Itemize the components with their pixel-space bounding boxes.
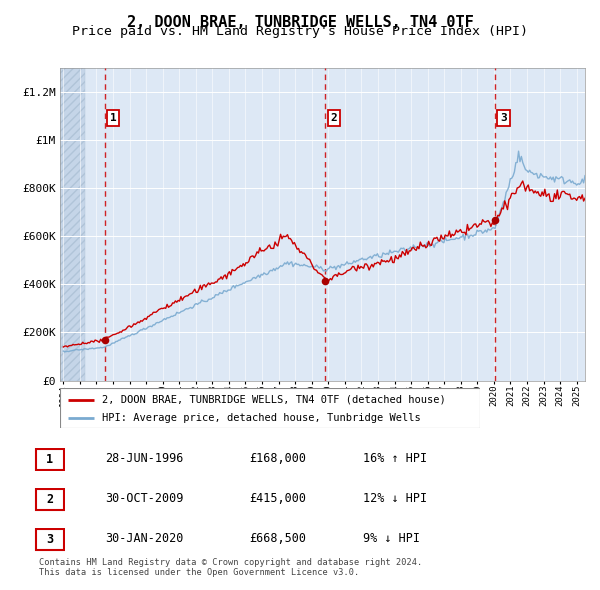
Text: 2, DOON BRAE, TUNBRIDGE WELLS, TN4 0TF (detached house): 2, DOON BRAE, TUNBRIDGE WELLS, TN4 0TF (… <box>102 395 446 405</box>
Text: 3: 3 <box>46 533 53 546</box>
Text: 2, DOON BRAE, TUNBRIDGE WELLS, TN4 0TF: 2, DOON BRAE, TUNBRIDGE WELLS, TN4 0TF <box>127 15 473 30</box>
Text: Contains HM Land Registry data © Crown copyright and database right 2024.
This d: Contains HM Land Registry data © Crown c… <box>39 558 422 577</box>
Text: £168,000: £168,000 <box>249 452 306 465</box>
Bar <box>60 68 85 381</box>
Text: 2: 2 <box>46 493 53 506</box>
Text: 1: 1 <box>110 113 116 123</box>
Text: 2: 2 <box>331 113 337 123</box>
Text: 30-JAN-2020: 30-JAN-2020 <box>105 532 184 545</box>
Text: 9% ↓ HPI: 9% ↓ HPI <box>363 532 420 545</box>
Text: 3: 3 <box>500 113 507 123</box>
Text: 28-JUN-1996: 28-JUN-1996 <box>105 452 184 465</box>
Text: 16% ↑ HPI: 16% ↑ HPI <box>363 452 427 465</box>
Text: £415,000: £415,000 <box>249 492 306 505</box>
Text: Price paid vs. HM Land Registry's House Price Index (HPI): Price paid vs. HM Land Registry's House … <box>72 25 528 38</box>
Text: 12% ↓ HPI: 12% ↓ HPI <box>363 492 427 505</box>
Text: 1: 1 <box>46 453 53 466</box>
Text: HPI: Average price, detached house, Tunbridge Wells: HPI: Average price, detached house, Tunb… <box>102 413 421 422</box>
Text: £668,500: £668,500 <box>249 532 306 545</box>
Text: 30-OCT-2009: 30-OCT-2009 <box>105 492 184 505</box>
